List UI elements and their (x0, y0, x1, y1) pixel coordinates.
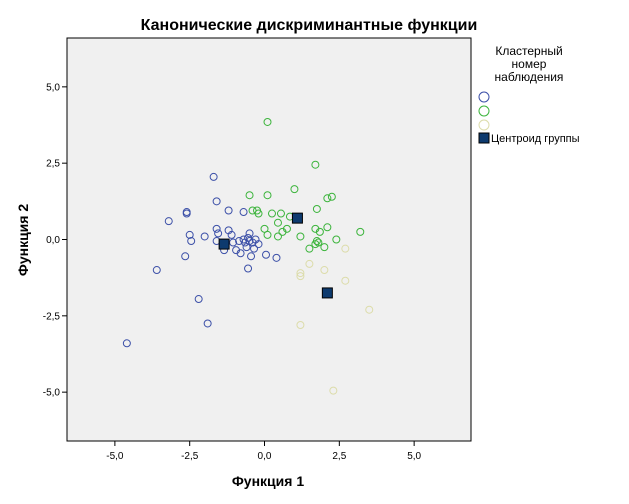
scatter-point-series-1 (187, 237, 196, 246)
scatter-point-series-2 (296, 232, 305, 241)
scatter-point-series-2 (323, 223, 332, 232)
scatter-point-series-3 (296, 272, 305, 281)
scatter-point-series-3 (320, 266, 329, 275)
scatter-point-series-3 (329, 386, 338, 395)
scatter-point-series-2 (245, 191, 254, 200)
scatter-point-series-2 (320, 243, 329, 252)
scatter-point-series-2 (278, 227, 287, 236)
scatter-point-series-1 (212, 224, 221, 233)
y-axis-label: Функция 2 (15, 204, 31, 276)
scatter-point-series-1 (227, 230, 236, 239)
x-tick-label: 5,0 (407, 451, 421, 462)
scatter-point-series-1 (247, 252, 256, 261)
scatter-point-series-1 (272, 253, 281, 262)
x-tick-label: 2,5 (332, 451, 346, 462)
legend-title-line-1: Кластерный (495, 44, 562, 58)
x-axis-label: Функция 1 (232, 473, 304, 489)
scatter-point-series-2 (263, 117, 272, 126)
scatter-point-series-2 (267, 209, 276, 218)
scatter-point-series-1 (239, 208, 248, 217)
scatter-point-series-1 (262, 250, 271, 259)
legend-marker-series-2 (478, 105, 490, 117)
scatter-point-series-2 (311, 240, 320, 249)
scatter-point-series-2 (332, 235, 341, 244)
y-tick-label: -5,0 (43, 388, 61, 399)
scatter-point-series-1 (203, 319, 212, 328)
scatter-point-series-3 (365, 305, 374, 314)
y-tick-label: 0,0 (46, 235, 60, 246)
centroid-marker-3 (321, 287, 333, 299)
x-tick-label: -2,5 (181, 451, 199, 462)
scatter-point-series-2 (254, 209, 263, 218)
scatter-point-series-1 (224, 206, 233, 215)
scatter-point-series-2 (290, 185, 299, 194)
centroid-marker-2 (291, 212, 303, 224)
scatter-point-series-2 (263, 191, 272, 200)
x-axis-ticks: -5,0 -2,5 0,0 2,5 5,0 (106, 441, 422, 462)
scatter-point-series-2 (327, 192, 336, 201)
scatter-point-series-1 (152, 266, 161, 275)
legend-title-line-3: наблюдения (495, 70, 564, 84)
scatter-point-series-1 (181, 252, 190, 261)
scatter-point-series-2 (312, 204, 321, 213)
chart-title: Канонические дискриминантные функции (141, 17, 478, 34)
scatter-point-series-1 (164, 217, 173, 226)
scatter-point-series-2 (356, 227, 365, 236)
scatter-point-series-2 (263, 230, 272, 239)
scatter-point-series-1 (122, 339, 131, 348)
scatter-point-series-1 (254, 240, 263, 249)
scatter-point-series-1 (182, 209, 191, 218)
scatter-point-series-1 (194, 295, 203, 304)
scatter-point-series-1 (236, 249, 245, 258)
scatter-point-series-1 (245, 229, 254, 238)
scatter-point-series-1 (209, 172, 218, 181)
y-axis-ticks: -5,0 -2,5 0,0 2,5 5,0 (43, 82, 67, 399)
scatter-point-series-2 (273, 232, 282, 241)
plot-area (66, 37, 472, 442)
scatter-point-series-1 (200, 232, 209, 241)
y-tick-label: 2,5 (46, 159, 60, 170)
centroid-markers (218, 212, 333, 299)
scatter-point-series-1 (212, 197, 221, 206)
scatter-point-series-3 (296, 320, 305, 329)
y-tick-label: -2,5 (43, 311, 61, 322)
scatter-point-series-2 (276, 209, 285, 218)
scatter-point-series-1 (244, 264, 253, 273)
scatter-point-series-1 (250, 244, 259, 253)
legend: Кластерный номер наблюдения Центроид гру… (478, 44, 580, 145)
scatter-point-series-2 (323, 194, 332, 203)
scatter-point-series-2 (305, 244, 314, 253)
x-tick-label: 0,0 (258, 451, 272, 462)
y-tick-label: 5,0 (46, 82, 60, 93)
scatter-point-series-2 (273, 218, 282, 227)
scatter-point-series-1 (185, 230, 194, 239)
scatter-point-series-3 (296, 269, 305, 278)
x-tick-label: -5,0 (106, 451, 124, 462)
scatter-points (122, 117, 374, 395)
legend-marker-centroid (478, 132, 490, 144)
scatter-point-series-3 (341, 276, 350, 285)
scatter-point-series-2 (311, 160, 320, 169)
legend-centroid-label: Центроид группы (491, 133, 580, 145)
scatter-point-series-1 (235, 237, 244, 246)
scatter-point-series-3 (341, 244, 350, 253)
legend-marker-series-3 (478, 119, 490, 131)
scatter-point-series-3 (305, 259, 314, 268)
legend-marker-series-1 (478, 91, 490, 103)
centroid-marker-1 (218, 238, 230, 250)
scatter-point-series-1 (214, 229, 223, 238)
scatter-point-series-2 (315, 227, 324, 236)
legend-title-line-2: номер (512, 57, 547, 71)
